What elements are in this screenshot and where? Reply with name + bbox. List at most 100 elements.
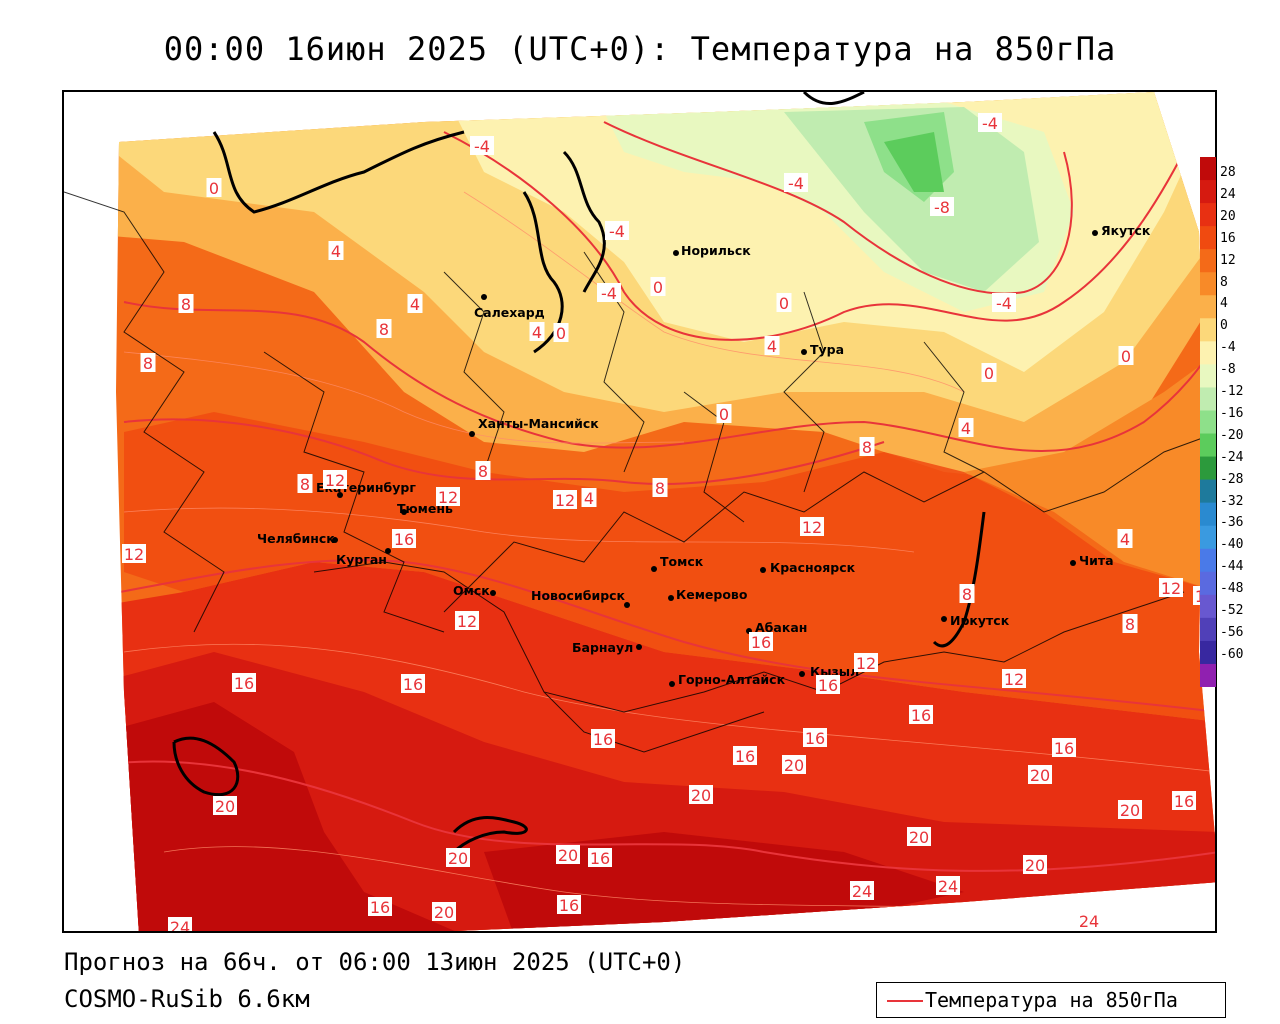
contour-label-bg <box>1118 346 1134 365</box>
city-label: Норильск <box>681 243 751 258</box>
contour-label-bg <box>368 897 392 916</box>
contour-label: 24 <box>170 918 190 933</box>
contour-label-bg <box>328 241 344 260</box>
contour-label-bg <box>432 902 456 921</box>
colorbar-tick-label: -60 <box>1220 646 1244 662</box>
colorbar-swatch <box>1200 433 1216 458</box>
contour-label-bg <box>816 675 840 694</box>
contour-label: 0 <box>556 324 566 343</box>
colorbar-tick-label: 16 <box>1220 230 1236 246</box>
contour-label: 8 <box>300 475 310 494</box>
contour-label-bg <box>859 437 875 456</box>
contour-label-bg <box>401 674 425 693</box>
colorbar-tick-label: -32 <box>1220 493 1244 509</box>
contour-label: 0 <box>1121 347 1131 366</box>
contour-label-bg <box>784 173 808 192</box>
contour-label-bg <box>553 490 577 509</box>
contour-label: 4 <box>410 295 420 314</box>
colorbar-swatch <box>1200 180 1216 204</box>
colorbar-swatch <box>1200 295 1216 319</box>
contour-label-bg <box>323 470 347 489</box>
contour-label: 20 <box>1120 801 1140 820</box>
contour-label: 4 <box>532 323 542 342</box>
contour-label-bg <box>178 294 194 313</box>
contour-label-bg <box>232 673 256 692</box>
contour-label: 4 <box>961 419 971 438</box>
colorbar-swatch <box>1200 502 1216 527</box>
contour-label-bg <box>1077 911 1101 930</box>
contour-label-bg <box>407 294 423 313</box>
contour-label-bg <box>1023 855 1047 874</box>
city-label: Ханты-Мансийск <box>478 416 599 431</box>
contour-label: 0 <box>984 364 994 383</box>
contour-label: -4 <box>982 114 998 133</box>
city-label: Абакан <box>755 620 807 635</box>
contour-label: 16 <box>234 674 254 693</box>
contour-label-bg <box>475 461 491 480</box>
colorbar-tick-label: 12 <box>1220 252 1236 268</box>
contour-label: 16 <box>403 675 423 694</box>
contour-label-bg <box>297 474 313 493</box>
colorbar-tick-label: -36 <box>1220 515 1244 531</box>
contour-label: 24 <box>1079 912 1099 931</box>
city-label: Горно-Алтайск <box>678 672 786 687</box>
contour-label: -4 <box>474 137 490 156</box>
colorbar-swatch <box>1200 548 1216 573</box>
contour-label: -4 <box>788 174 804 193</box>
city-label: Новосибирск <box>531 588 626 603</box>
colorbar-swatch <box>1200 272 1216 296</box>
contour-label-bg <box>529 322 545 341</box>
contour-label-bg <box>803 728 827 747</box>
colorbar-swatch <box>1200 203 1216 227</box>
contour-label-bg <box>782 755 806 774</box>
contour-label-bg <box>930 197 954 216</box>
contour-label: 12 <box>802 518 822 537</box>
colorbar-swatch <box>1200 387 1216 411</box>
contour-label-bg <box>392 529 416 548</box>
colorbar-tick-label: 28 <box>1220 165 1236 180</box>
contour-label-bg <box>907 827 931 846</box>
colorbar-swatch <box>1200 571 1216 596</box>
contour-label: 12 <box>1004 670 1024 689</box>
map-view[interactable]: Салехард Норильск Якутск Тура Ханты-Манс… <box>62 90 1217 933</box>
contour-label-bg <box>581 488 597 507</box>
colorbar-swatch <box>1200 456 1216 481</box>
contour-label-bg <box>597 283 621 302</box>
contour-label-bg <box>981 363 997 382</box>
colorbar-tick-label: -20 <box>1220 427 1244 443</box>
city-label: Салехард <box>474 305 545 320</box>
city-label: Якутск <box>1101 223 1151 238</box>
colorbar-swatch <box>1200 226 1216 250</box>
colorbar-tick-label: -40 <box>1220 537 1244 553</box>
colorbar-tick-label: 24 <box>1220 186 1236 202</box>
contour-label: 16 <box>1174 792 1194 811</box>
model-info: COSMO-RuSib 6.6км <box>64 985 310 1013</box>
city-label: Тура <box>810 342 844 357</box>
contour-label-bg <box>936 876 960 895</box>
colorbar-tick-label: -44 <box>1220 559 1244 575</box>
contour-label-bg <box>652 478 668 497</box>
temperature-map: Салехард Норильск Якутск Тура Ханты-Манс… <box>64 92 1215 933</box>
contour-label: 20 <box>1030 766 1050 785</box>
contour-label-bg <box>591 729 615 748</box>
city-label: Красноярск <box>770 560 856 575</box>
legend-line-swatch <box>887 1000 923 1002</box>
contour-label: 16 <box>593 730 613 749</box>
city-label: Омск <box>453 583 490 598</box>
contour-label: 12 <box>555 491 575 510</box>
city-label: Томск <box>660 554 704 569</box>
contour-label-bg <box>206 178 222 197</box>
contour-label-bg <box>588 848 612 867</box>
contour-label: 20 <box>434 903 454 922</box>
colorbar-swatch <box>1200 663 1216 687</box>
contour-label-bg <box>140 353 156 372</box>
city-label: Барнаул <box>572 640 633 655</box>
contour-label: 0 <box>653 278 663 297</box>
city-label: Чита <box>1079 553 1114 568</box>
contour-label-bg <box>650 277 666 296</box>
contour-label-bg <box>733 746 757 765</box>
colorbar-swatch <box>1200 341 1216 365</box>
city-label: Челябинск <box>257 531 335 546</box>
contour-label: 24 <box>938 877 958 896</box>
contour-label: 4 <box>584 489 594 508</box>
